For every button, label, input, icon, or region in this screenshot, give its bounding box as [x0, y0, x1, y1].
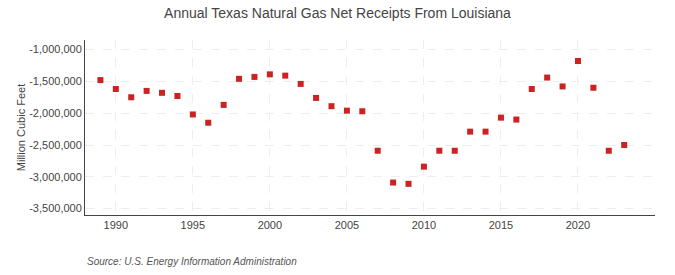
svg-text:2015: 2015 — [489, 219, 513, 231]
svg-text:2010: 2010 — [412, 219, 436, 231]
svg-text:-2,000,000: -2,000,000 — [29, 107, 82, 119]
svg-text:-3,000,000: -3,000,000 — [29, 171, 82, 183]
svg-text:2000: 2000 — [258, 219, 282, 231]
svg-text:1995: 1995 — [181, 219, 205, 231]
svg-text:Annual Texas Natural Gas Net R: Annual Texas Natural Gas Net Receipts Fr… — [164, 5, 511, 21]
svg-text:Source: U.S. Energy Informatio: Source: U.S. Energy Information Administ… — [87, 256, 297, 267]
svg-text:-3,500,000: -3,500,000 — [29, 202, 82, 214]
svg-text:Million Cubic Feet: Million Cubic Feet — [15, 84, 27, 171]
svg-text:-1,000,000: -1,000,000 — [29, 43, 82, 55]
svg-text:2020: 2020 — [566, 219, 590, 231]
svg-text:1990: 1990 — [104, 219, 128, 231]
svg-text:-1,500,000: -1,500,000 — [29, 75, 82, 87]
svg-text:2005: 2005 — [335, 219, 359, 231]
svg-text:-2,500,000: -2,500,000 — [29, 139, 82, 151]
